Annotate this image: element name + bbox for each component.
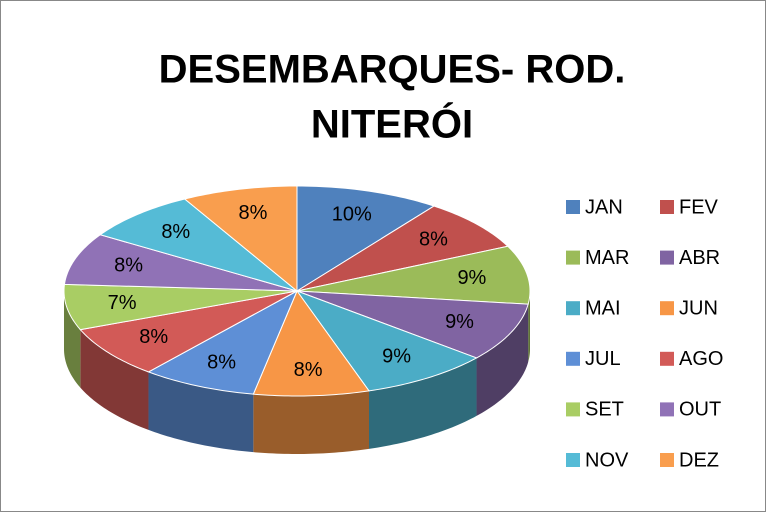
slice-side xyxy=(80,329,149,430)
slice xyxy=(296,290,529,359)
legend-label: DEZ xyxy=(679,449,719,471)
slice xyxy=(63,283,298,331)
legend-swatch xyxy=(566,301,580,316)
legend-label: AGO xyxy=(679,348,723,370)
legend-label: ABR xyxy=(679,247,720,269)
legend-swatch xyxy=(660,402,674,417)
data-label: 8% xyxy=(239,202,268,224)
legend-swatch xyxy=(566,200,580,214)
legend-label: OUT xyxy=(679,399,721,421)
data-label: 9% xyxy=(457,267,486,289)
data-label: 9% xyxy=(382,345,411,367)
legend-label: FEV xyxy=(679,196,719,218)
slice xyxy=(296,245,531,305)
data-label: 8% xyxy=(207,351,236,373)
slice xyxy=(183,185,298,293)
slice xyxy=(296,185,436,292)
chart-title: DESEMBARQUES- ROD. xyxy=(159,48,626,92)
legend-swatch xyxy=(660,250,674,265)
legend-label: JAN xyxy=(585,196,623,218)
slice-side xyxy=(148,371,254,453)
data-label: 9% xyxy=(445,311,474,333)
legend-label: NOV xyxy=(585,449,629,471)
data-label: 8% xyxy=(294,359,323,381)
data-label: 10% xyxy=(332,203,372,225)
slice-side xyxy=(369,357,477,449)
data-label: 7% xyxy=(108,292,137,314)
slice xyxy=(79,290,298,373)
legend-label: MAI xyxy=(585,297,621,319)
legend-swatch xyxy=(660,301,674,316)
legend-label: JUN xyxy=(679,297,718,319)
slice xyxy=(147,289,299,395)
data-label: 8% xyxy=(139,326,168,348)
legend-swatch xyxy=(566,351,580,366)
slice-side xyxy=(253,390,370,454)
slice-side xyxy=(476,304,529,416)
chart-title: NITERÓI xyxy=(311,101,473,147)
legend-swatch xyxy=(566,453,580,467)
legend-label: SET xyxy=(585,399,624,421)
data-label: 8% xyxy=(114,255,143,277)
slice xyxy=(296,205,509,292)
slice-side xyxy=(64,291,81,388)
legend-label: JUL xyxy=(585,348,621,370)
slice xyxy=(99,198,298,292)
legend-swatch xyxy=(660,200,674,214)
slice-side xyxy=(528,291,530,363)
legend-swatch xyxy=(660,453,674,467)
slice xyxy=(252,289,370,397)
slice xyxy=(295,289,478,392)
slice xyxy=(63,234,298,292)
legend-swatch xyxy=(566,250,580,265)
legend-swatch xyxy=(660,351,674,366)
data-label: 8% xyxy=(161,221,190,243)
data-label: 8% xyxy=(419,228,448,250)
legend-swatch xyxy=(566,402,580,417)
legend-label: MAR xyxy=(585,247,629,269)
